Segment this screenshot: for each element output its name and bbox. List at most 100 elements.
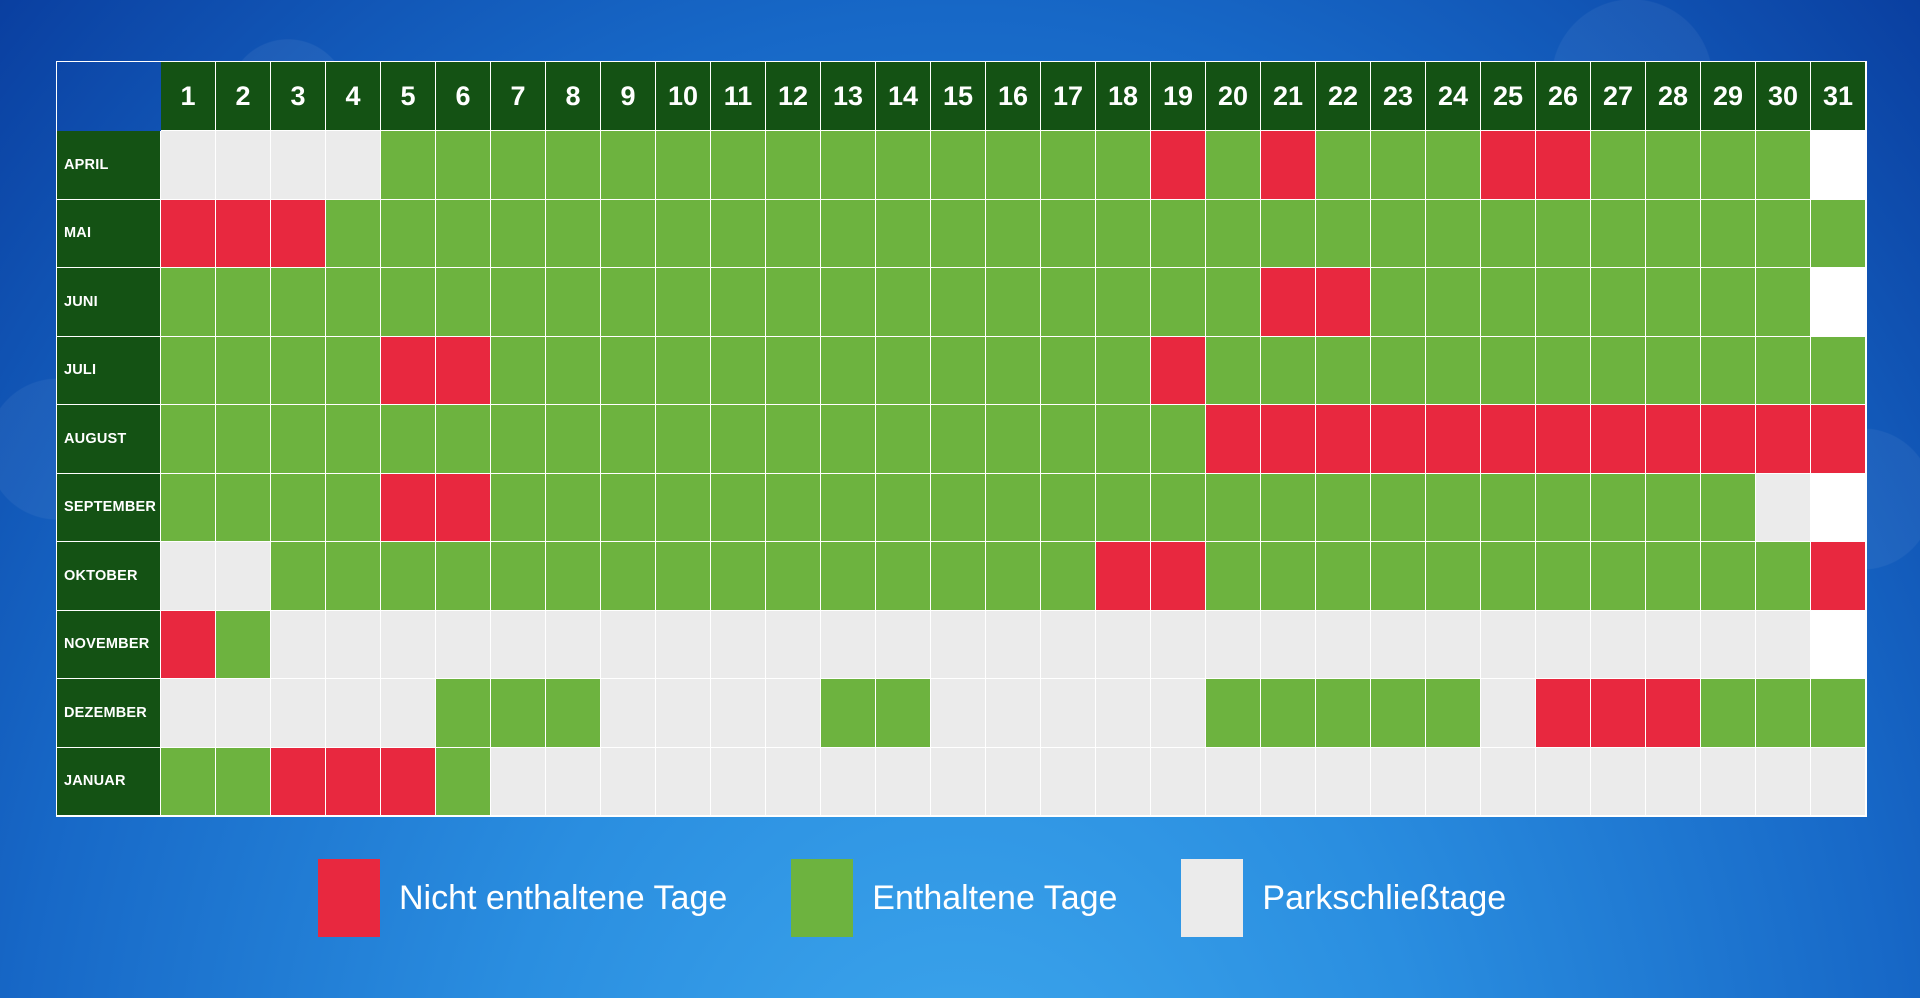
day-cell-mai-4 (326, 199, 381, 268)
day-cell-august-27 (1591, 405, 1646, 474)
month-label-dezember: DEZEMBER (57, 679, 161, 748)
legend-item-park-closed: Parkschließtage (1181, 859, 1506, 937)
day-cell-september-21 (1261, 473, 1316, 542)
day-header-4: 4 (326, 62, 381, 131)
day-cell-mai-30 (1756, 199, 1811, 268)
day-cell-oktober-7 (491, 542, 546, 611)
day-cell-september-23 (1371, 473, 1426, 542)
day-cell-april-11 (711, 131, 766, 200)
day-cell-august-28 (1646, 405, 1701, 474)
day-header-15: 15 (931, 62, 986, 131)
day-header-22: 22 (1316, 62, 1371, 131)
day-cell-dezember-6 (436, 679, 491, 748)
day-cell-dezember-25 (1481, 679, 1536, 748)
day-cell-dezember-15 (931, 679, 986, 748)
day-cell-april-25 (1481, 131, 1536, 200)
day-cell-august-13 (821, 405, 876, 474)
day-cell-dezember-7 (491, 679, 546, 748)
day-cell-juni-2 (216, 268, 271, 337)
day-cell-oktober-2 (216, 542, 271, 611)
day-cell-august-30 (1756, 405, 1811, 474)
day-cell-mai-10 (656, 199, 711, 268)
day-cell-mai-19 (1151, 199, 1206, 268)
day-cell-juni-25 (1481, 268, 1536, 337)
day-cell-oktober-10 (656, 542, 711, 611)
day-cell-oktober-22 (1316, 542, 1371, 611)
day-cell-oktober-6 (436, 542, 491, 611)
day-cell-januar-15 (931, 747, 986, 816)
day-cell-januar-20 (1206, 747, 1261, 816)
day-cell-januar-6 (436, 747, 491, 816)
day-cell-juni-9 (601, 268, 656, 337)
legend-swatch-not-included (318, 859, 380, 937)
day-cell-januar-7 (491, 747, 546, 816)
day-cell-juli-11 (711, 336, 766, 405)
day-header-8: 8 (546, 62, 601, 131)
day-cell-dezember-2 (216, 679, 271, 748)
day-cell-dezember-1 (161, 679, 216, 748)
day-cell-januar-9 (601, 747, 656, 816)
day-cell-juli-8 (546, 336, 601, 405)
day-cell-dezember-26 (1536, 679, 1591, 748)
day-cell-juni-20 (1206, 268, 1261, 337)
day-cell-januar-21 (1261, 747, 1316, 816)
day-header-7: 7 (491, 62, 546, 131)
day-cell-juni-19 (1151, 268, 1206, 337)
day-cell-mai-20 (1206, 199, 1261, 268)
day-cell-april-10 (656, 131, 711, 200)
day-cell-september-9 (601, 473, 656, 542)
day-header-13: 13 (821, 62, 876, 131)
day-cell-oktober-8 (546, 542, 601, 611)
day-cell-dezember-10 (656, 679, 711, 748)
day-cell-november-5 (381, 610, 436, 679)
day-cell-juni-3 (271, 268, 326, 337)
day-cell-dezember-28 (1646, 679, 1701, 748)
day-cell-mai-7 (491, 199, 546, 268)
day-cell-april-18 (1096, 131, 1151, 200)
day-cell-dezember-8 (546, 679, 601, 748)
day-cell-mai-11 (711, 199, 766, 268)
day-header-29: 29 (1701, 62, 1756, 131)
day-cell-august-20 (1206, 405, 1261, 474)
day-cell-juni-1 (161, 268, 216, 337)
legend: Nicht enthaltene Tage Enthaltene Tage Park… (318, 859, 1570, 937)
day-header-21: 21 (1261, 62, 1316, 131)
day-header-14: 14 (876, 62, 931, 131)
day-cell-juli-5 (381, 336, 436, 405)
day-cell-januar-2 (216, 747, 271, 816)
month-label-januar: JANUAR (57, 747, 161, 816)
legend-label-not-included: Nicht enthaltene Tage (399, 878, 728, 917)
day-header-2: 2 (216, 62, 271, 131)
day-cell-april-6 (436, 131, 491, 200)
day-cell-januar-11 (711, 747, 766, 816)
day-cell-dezember-23 (1371, 679, 1426, 748)
day-cell-april-23 (1371, 131, 1426, 200)
month-label-april: APRIL (57, 131, 161, 200)
day-cell-juli-18 (1096, 336, 1151, 405)
day-cell-september-5 (381, 473, 436, 542)
day-cell-juni-27 (1591, 268, 1646, 337)
day-cell-april-1 (161, 131, 216, 200)
day-header-9: 9 (601, 62, 656, 131)
day-cell-oktober-29 (1701, 542, 1756, 611)
day-cell-juli-30 (1756, 336, 1811, 405)
day-header-17: 17 (1041, 62, 1096, 131)
day-cell-juni-8 (546, 268, 601, 337)
legend-label-included: Enthaltene Tage (872, 878, 1118, 917)
day-cell-april-15 (931, 131, 986, 200)
day-cell-januar-5 (381, 747, 436, 816)
day-cell-august-8 (546, 405, 601, 474)
day-cell-oktober-18 (1096, 542, 1151, 611)
day-cell-august-2 (216, 405, 271, 474)
day-cell-mai-22 (1316, 199, 1371, 268)
day-cell-august-9 (601, 405, 656, 474)
day-cell-november-21 (1261, 610, 1316, 679)
day-cell-mai-21 (1261, 199, 1316, 268)
day-cell-januar-23 (1371, 747, 1426, 816)
day-cell-oktober-24 (1426, 542, 1481, 611)
day-cell-juni-23 (1371, 268, 1426, 337)
day-cell-november-13 (821, 610, 876, 679)
day-cell-november-3 (271, 610, 326, 679)
day-cell-dezember-31 (1811, 679, 1866, 748)
day-cell-januar-31 (1811, 747, 1866, 816)
